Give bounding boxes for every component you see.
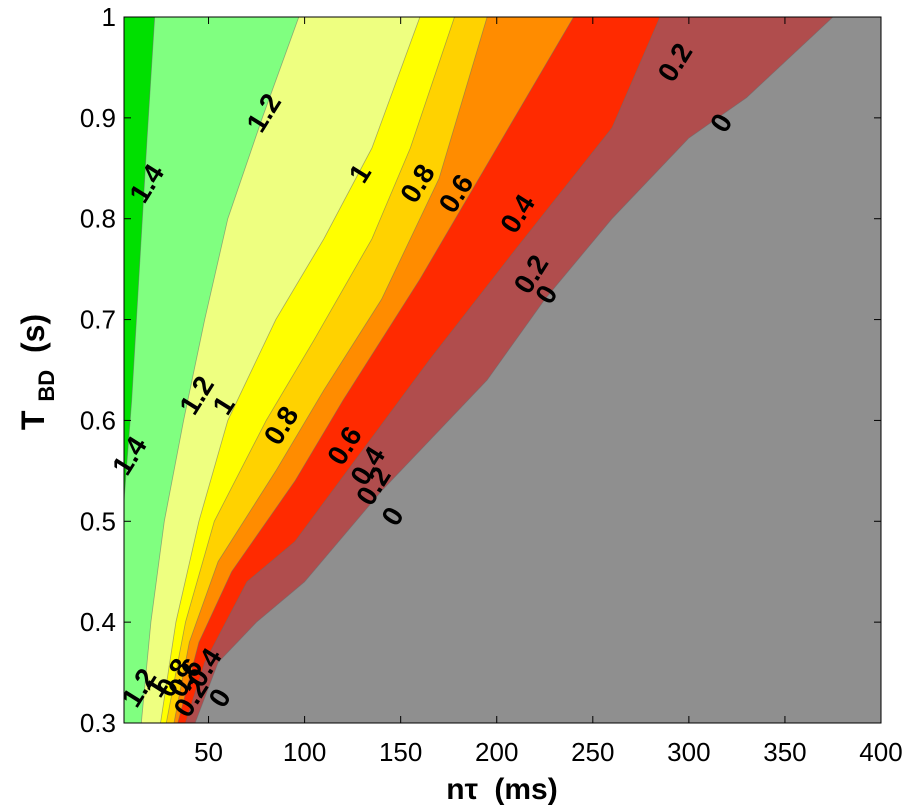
x-tick-label: 150	[379, 737, 422, 767]
contour-fills	[124, 17, 881, 723]
contour-line-0p6	[173, 17, 488, 723]
contour-line-0p2	[185, 17, 661, 723]
x-axis-label-main: nτ	[446, 773, 478, 806]
x-tick-label: 300	[667, 737, 710, 767]
contour-line-0	[194, 17, 834, 723]
contour-region-below-0	[195, 17, 881, 723]
x-tick-label: 200	[475, 737, 518, 767]
x-axis-label-unit: (ms)	[494, 773, 557, 806]
contour-line-1	[160, 17, 421, 723]
axis-ticks	[124, 16, 882, 724]
x-tick-label: 100	[283, 737, 326, 767]
y-axis-label-unit: (s)	[15, 314, 51, 353]
x-axis-label: nτ (ms)	[446, 773, 557, 806]
tick-labels: 50 100 150 200 250 300 350 400 0.3 0.4 0.5 0.6 0.7 0.…	[80, 2, 903, 767]
contour-line-0p8	[165, 17, 455, 723]
y-tick-label: 0.6	[80, 405, 116, 435]
y-axis-label-sub: BD	[34, 370, 59, 402]
x-tick-label: 350	[763, 737, 806, 767]
y-axis-label: T BD (s)	[15, 314, 61, 430]
y-tick-label: 0.8	[80, 204, 116, 234]
y-tick-label: 1	[102, 2, 116, 32]
contour-line-0p4	[177, 17, 574, 723]
y-axis-label-main: T	[15, 410, 51, 430]
x-tick-label: 250	[571, 737, 614, 767]
plot-area	[123, 16, 882, 724]
y-tick-label: 0.7	[80, 305, 116, 335]
x-tick-label: 400	[859, 737, 902, 767]
y-tick-label: 0.5	[80, 506, 116, 536]
x-tick-label: 50	[194, 737, 223, 767]
contour-lines	[124, 17, 834, 723]
plot-frame	[123, 16, 882, 724]
y-tick-label: 0.3	[80, 708, 116, 738]
y-tick-label: 0.9	[80, 103, 116, 133]
contour-line-1p2	[140, 17, 300, 723]
contour-line-1p4	[124, 17, 156, 502]
y-tick-label: 0.4	[80, 607, 116, 637]
